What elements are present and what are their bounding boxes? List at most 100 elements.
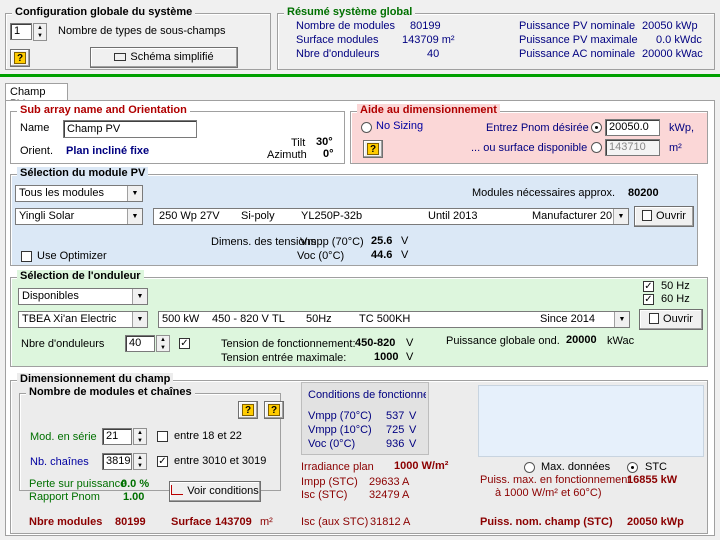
sizing-help-button-2[interactable]: ? [264, 401, 284, 419]
strings-spinner[interactable]: ▲ ▼ [133, 453, 147, 470]
pv-max-label: Puissance PV maximale [519, 34, 638, 46]
surface-total-value: 143709 [215, 516, 252, 528]
modules-surface-value: 143709 m² [402, 34, 455, 46]
max-donnees-radio[interactable] [524, 462, 535, 473]
global-power-unit: kWac [607, 335, 635, 347]
inverter-filter-select[interactable]: Disponibles ▼ [18, 288, 148, 305]
inverter-open-button[interactable]: Ouvrir [639, 309, 703, 330]
view-conditions-button[interactable]: Voir conditions [169, 481, 261, 502]
module-source: Manufacturer 20 [532, 210, 613, 222]
schema-icon [114, 53, 127, 61]
chevron-down-icon: ▼ [127, 209, 142, 224]
vmpp70-label: Vmpp (70°C) [308, 410, 372, 422]
modules-strings-title: Nombre de modules et chaînes [26, 386, 195, 398]
series-spinner[interactable]: ▲ ▼ [133, 428, 147, 445]
voc-unit: V [401, 249, 409, 261]
series-input[interactable]: 21 [102, 428, 132, 445]
pnom-radio[interactable] [591, 122, 602, 133]
help-icon: ? [367, 143, 379, 155]
pnom-input[interactable]: 20050.0 [605, 119, 660, 136]
voc0-value: 936 [386, 438, 405, 450]
vmpp70-value: 537 [386, 410, 405, 422]
module-until: Until 2013 [428, 210, 478, 222]
subarray-group: Sub array name and Orientation Name Cham… [10, 104, 345, 164]
pv-max-value: 0.0 kWdc [656, 34, 702, 46]
module-manufacturer-select[interactable]: Yingli Solar ▼ [15, 208, 143, 225]
name-label: Name [20, 122, 50, 134]
sub-types-label: Nombre de types de sous-champs [58, 25, 226, 37]
surface-unit: m² [669, 142, 682, 154]
surface-label: ... ou surface disponible [471, 142, 588, 154]
isc-aux-value: 31812 A [370, 516, 411, 528]
voc0-label: Voc (0°C) [308, 438, 356, 450]
inverter-manufacturer-value: TBEA Xi'an Electric [22, 313, 117, 325]
vmpp10-label: Vmpp (10°C) [308, 424, 372, 436]
chart-icon [171, 485, 184, 495]
module-model-select[interactable]: 250 Wp 27V Si-poly YL250P-32b Until 2013… [153, 208, 629, 225]
series-checkbox[interactable] [157, 431, 168, 442]
use-optimizer-label: Use Optimizer [37, 250, 107, 262]
module-filter-select[interactable]: Tous les modules ▼ [15, 185, 143, 202]
hz60-checkbox[interactable]: ✓ [643, 294, 654, 305]
vmpp-label: Vmpp (70°C) [300, 236, 364, 248]
inverter-count-checkbox[interactable]: ✓ [179, 338, 190, 349]
vmpp10-value: 725 [386, 424, 405, 436]
strings-input[interactable]: 3819 [102, 453, 132, 470]
inverter-selection-title: Sélection de l'onduleur [17, 270, 144, 282]
help-button[interactable]: ? [10, 49, 30, 67]
module-open-button[interactable]: Ouvrir [634, 206, 694, 227]
name-input[interactable]: Champ PV [63, 120, 197, 138]
power-loss-value: 0.0 % [121, 478, 150, 490]
strings-label: Nb. chaînes [30, 456, 89, 468]
series-label: Mod. en série [30, 431, 97, 443]
inverter-count-label: Nbre d'onduleurs [21, 338, 105, 350]
conditions-title: Conditions de fonctionnement [308, 389, 426, 401]
strings-checkbox[interactable]: ✓ [157, 456, 168, 467]
sizing-help-group: Aide au dimensionnement No Sizing Entrez… [350, 104, 708, 164]
op-voltage-value: 450-820 [355, 337, 396, 349]
no-sizing-radio[interactable] [361, 122, 372, 133]
chevron-down-icon: ▼ [132, 312, 147, 327]
vmpp10-unit: V [409, 424, 417, 436]
surface-total-unit: m² [260, 516, 273, 528]
separator-line [0, 74, 720, 77]
schema-button[interactable]: Schéma simplifié [90, 47, 238, 68]
inverter-count-input[interactable]: 40 [125, 335, 155, 352]
max-voltage-label: Tension entrée maximale: [221, 352, 347, 364]
voc-label: Voc (0°C) [297, 250, 345, 262]
tab-champ-pv[interactable]: Champ PV [5, 83, 68, 110]
inverter-selection-group: Sélection de l'onduleur Disponibles ▼ ✓ 5… [10, 270, 708, 367]
module-filter-value: Tous les modules [19, 187, 104, 199]
sub-types-input[interactable]: 1 [10, 23, 32, 40]
sizing-help-button[interactable]: ? [363, 140, 383, 158]
hz50-checkbox[interactable]: ✓ [643, 281, 654, 292]
ac-nominal-value: 20000 kWac [642, 48, 703, 60]
tilt-value: 30° [316, 136, 333, 148]
inverter-manufacturer-select[interactable]: TBEA Xi'an Electric ▼ [18, 311, 148, 328]
irradiance-value: 1000 W/m² [394, 460, 449, 472]
sizing-help-button-1[interactable]: ? [238, 401, 258, 419]
system-summary-group: Résumé système global Nombre de modules … [277, 6, 715, 70]
open-icon [642, 210, 653, 221]
inverter-model: TC 500KH [359, 313, 411, 325]
isc-aux-label: Isc (aux STC) [301, 516, 369, 528]
help-icon: ? [242, 404, 254, 416]
pnom-ratio-value: 1.00 [123, 491, 145, 503]
sizing-help-title: Aide au dimensionnement [357, 104, 500, 116]
surface-input[interactable]: 143710 [605, 139, 660, 156]
array-sizing-title: Dimensionnement du champ [17, 373, 174, 385]
surface-radio[interactable] [591, 142, 602, 153]
op-voltage-label: Tension de fonctionnement: [221, 338, 356, 350]
subarray-title: Sub array name and Orientation [17, 104, 190, 116]
inverter-count-spinner[interactable]: ▲ ▼ [156, 335, 170, 352]
array-sizing-group: Dimensionnement du champ Nombre de modul… [10, 373, 708, 534]
no-sizing-label: No Sizing [376, 120, 424, 132]
max-voltage-unit: V [406, 351, 414, 363]
use-optimizer-checkbox[interactable] [21, 251, 32, 262]
puiss-nom-label: Puiss. nom. champ (STC) [480, 516, 613, 528]
chevron-down-icon: ▼ [614, 312, 629, 327]
inverter-model-select[interactable]: 500 kW 450 - 820 V TL 50Hz TC 500KH Sinc… [158, 311, 630, 328]
stc-radio[interactable] [627, 462, 638, 473]
sub-types-spinner[interactable]: ▲ ▼ [33, 23, 47, 41]
vmpp-value: 25.6 [371, 235, 393, 247]
